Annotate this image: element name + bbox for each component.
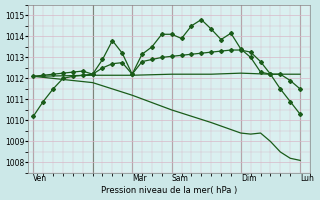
X-axis label: Pression niveau de la mer( hPa ): Pression niveau de la mer( hPa ) [101,186,237,195]
